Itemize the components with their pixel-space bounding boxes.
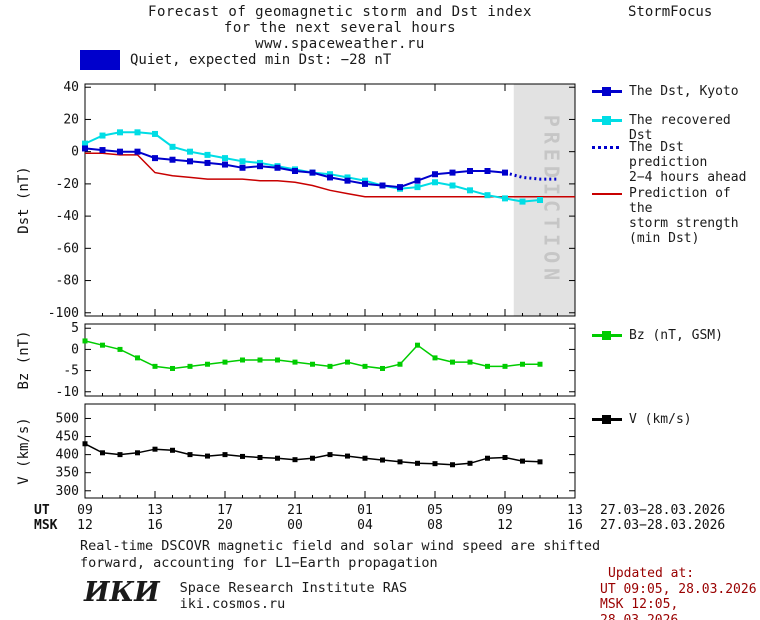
svg-text:16: 16 (567, 518, 583, 533)
v-swatch (592, 413, 622, 426)
bz-swatch (592, 329, 622, 342)
status-legend: Quiet, expected min Dst: −28 nT (80, 50, 391, 70)
svg-text:08: 08 (427, 518, 443, 533)
svg-text:13: 13 (147, 503, 163, 518)
legend-label-dst-kyoto: The Dst, Kyoto (629, 84, 739, 99)
legend-label-bz: Bz (nT, GSM) (629, 328, 723, 343)
svg-text:UT: UT (34, 503, 50, 518)
legend-item-v: V (km/s) (592, 412, 692, 427)
svg-text:-60: -60 (56, 241, 79, 256)
svg-text:Dst (nT): Dst (nT) (16, 166, 32, 233)
footnote: Real-time DSCOVR magnetic field and sola… (80, 538, 600, 572)
dst-kyoto-swatch (592, 85, 622, 98)
iki-logo: ИКИ (84, 577, 160, 608)
recovered-dst-swatch (592, 114, 622, 127)
updated-block: Updated at: UT 09:05, 28.03.2026 MSK 12:… (600, 566, 760, 620)
legend-label-dst-prediction: The Dst prediction 2−4 hours ahead (629, 140, 747, 185)
svg-text:0: 0 (71, 342, 79, 357)
svg-text:20: 20 (217, 518, 233, 533)
updated-ut: UT 09:05, 28.03.2026 (600, 581, 757, 597)
svg-text:-80: -80 (56, 274, 79, 289)
updated-label: Updated at: (608, 566, 695, 581)
svg-text:Bz (nT): Bz (nT) (16, 330, 32, 389)
svg-text:-20: -20 (56, 177, 79, 192)
svg-text:12: 12 (77, 518, 93, 533)
svg-text:5: 5 (71, 321, 79, 336)
svg-text:-40: -40 (56, 209, 79, 224)
updated-msk: MSK 12:05, 28.03.2026 (600, 597, 679, 620)
svg-text:450: 450 (56, 430, 79, 445)
institute-block: ИКИ Space Research Institute RAS iki.cos… (84, 577, 408, 613)
svg-text:PREDICTION: PREDICTION (539, 115, 563, 285)
svg-text:MSK: MSK (34, 518, 58, 533)
legend-item-storm-prediction: Prediction of the storm strength (min Ds… (592, 186, 760, 246)
svg-text:300: 300 (56, 484, 79, 499)
legend-item-recovered-dst: The recovered Dst (592, 113, 760, 143)
footnote-line-2: forward, accounting for L1−Earth propaga… (80, 555, 438, 571)
status-text: Quiet, expected min Dst: −28 nT (130, 52, 392, 68)
svg-text:40: 40 (63, 80, 79, 95)
institute-url: iki.cosmos.ru (179, 596, 286, 612)
legend-label-storm-prediction: Prediction of the storm strength (min Ds… (629, 186, 739, 246)
svg-text:16: 16 (147, 518, 163, 533)
svg-text:27.03−28.03.2026: 27.03−28.03.2026 (600, 503, 725, 518)
svg-text:20: 20 (63, 112, 79, 127)
legend-label-recovered-dst: The recovered Dst (629, 113, 731, 143)
svg-text:01: 01 (357, 503, 373, 518)
legend-label-v: V (km/s) (629, 412, 692, 427)
legend-item-dst-prediction: The Dst prediction 2−4 hours ahead (592, 140, 760, 185)
title-line-1: Forecast of geomagnetic storm and Dst in… (148, 4, 532, 20)
dst-prediction-swatch (592, 141, 622, 154)
svg-text:17: 17 (217, 503, 233, 518)
svg-text:21: 21 (287, 503, 303, 518)
svg-text:04: 04 (357, 518, 373, 533)
svg-text:-10: -10 (56, 385, 79, 400)
legend-item-dst-kyoto: The Dst, Kyoto (592, 84, 739, 99)
legend-item-bz: Bz (nT, GSM) (592, 328, 723, 343)
svg-text:27.03−28.03.2026: 27.03−28.03.2026 (600, 518, 725, 533)
svg-text:500: 500 (56, 411, 79, 426)
svg-text:13: 13 (567, 503, 583, 518)
svg-text:400: 400 (56, 448, 79, 463)
svg-text:350: 350 (56, 466, 79, 481)
title-site-url: www.spaceweather.ru (255, 36, 425, 52)
institute-text: Space Research Institute RAS iki.cosmos.… (180, 578, 408, 612)
chart-title: Forecast of geomagnetic storm and Dst in… (50, 4, 630, 52)
title-line-2: for the next several hours (223, 20, 457, 36)
svg-text:0: 0 (71, 145, 79, 160)
svg-text:12: 12 (497, 518, 513, 533)
svg-text:09: 09 (497, 503, 513, 518)
svg-text:-100: -100 (48, 306, 79, 321)
storm-prediction-swatch (592, 187, 622, 200)
svg-text:V (km/s): V (km/s) (16, 417, 32, 484)
footnote-line-1: Real-time DSCOVR magnetic field and sola… (80, 538, 601, 554)
svg-text:00: 00 (287, 518, 303, 533)
institute-name: Space Research Institute RAS (179, 580, 408, 596)
brand-label: StormFocus (628, 4, 713, 20)
svg-text:-5: -5 (63, 364, 79, 379)
status-color-swatch (80, 50, 120, 70)
svg-text:05: 05 (427, 503, 443, 518)
svg-text:09: 09 (77, 503, 93, 518)
